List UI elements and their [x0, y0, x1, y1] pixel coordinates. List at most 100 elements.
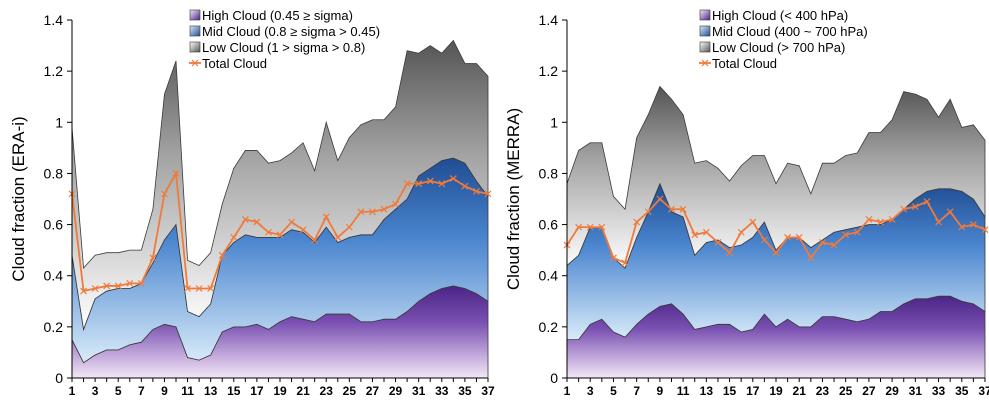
total-cloud-marker	[679, 205, 687, 213]
legend: High Cloud (0.45 ≥ sigma)Mid Cloud (0.8 …	[189, 8, 380, 71]
total-cloud-marker	[784, 233, 792, 241]
x-tick-label: 23	[816, 384, 830, 398]
y-tick-label: 0.8	[44, 165, 64, 181]
total-cloud-marker	[230, 233, 238, 241]
total-cloud-marker	[288, 218, 295, 226]
total-cloud-marker	[760, 236, 768, 244]
total-cloud-marker	[241, 216, 249, 223]
legend-swatch	[189, 25, 201, 37]
x-tick-label: 11	[181, 384, 194, 398]
x-tick-label: 27	[366, 384, 380, 398]
y-axis-title: Cloud fraction (MERRA)	[504, 108, 523, 290]
total-cloud-marker	[392, 200, 399, 208]
x-tick-label: 1	[69, 384, 76, 398]
x-tick-label: 15	[723, 384, 737, 398]
x-tick-label: 29	[885, 384, 899, 398]
chart-panel-merra: 00.20.40.60.811.21.41 3 5 7 9 11 13 15 17 19 21 23 2…	[504, 8, 989, 398]
x-tick-label: 5	[115, 384, 122, 398]
x-tick-label: 9	[657, 384, 664, 398]
total-cloud-marker	[449, 175, 457, 182]
legend-entry: Low Cloud (1 > sigma > 0.8)	[202, 40, 365, 55]
total-cloud-marker	[726, 249, 733, 257]
total-cloud-marker	[737, 228, 745, 236]
legend-entry: Total Cloud	[202, 56, 267, 71]
total-cloud-marker	[299, 226, 307, 234]
y-tick-label: 1.2	[44, 63, 64, 79]
total-cloud-marker	[702, 228, 710, 236]
total-cloud-marker	[276, 231, 284, 239]
total-cloud-marker	[668, 205, 675, 213]
legend-entry: High Cloud (< 400 hPa)	[712, 8, 848, 23]
legend-entry: High Cloud (0.45 ≥ sigma)	[202, 8, 353, 23]
total-cloud-marker	[380, 205, 388, 213]
area-low-cloud	[71, 39, 489, 331]
legend: High Cloud (< 400 hPa)Mid Cloud (400 ~ 7…	[699, 8, 868, 71]
x-tick-label: 33	[435, 384, 449, 398]
total-cloud-marker	[946, 208, 954, 216]
total-cloud-marker	[91, 285, 99, 292]
y-tick-label: 0.2	[539, 319, 559, 335]
total-cloud-marker	[714, 239, 722, 246]
x-tick-label: 35	[955, 384, 969, 398]
total-cloud-marker	[819, 239, 826, 246]
x-tick-label: 5	[610, 384, 617, 398]
x-tick-label: 31	[412, 384, 426, 398]
legend-entry: Mid Cloud (400 ~ 700 hPa)	[712, 24, 868, 39]
x-tick-label: 19	[769, 384, 783, 398]
y-axis-title: Cloud fraction (ERA-i)	[9, 116, 28, 281]
total-cloud-marker	[484, 190, 492, 198]
total-cloud-marker	[807, 254, 815, 262]
total-cloud-marker	[126, 279, 134, 287]
x-tick-label: 27	[862, 384, 876, 398]
x-tick-label: 17	[250, 384, 264, 398]
total-cloud-marker	[345, 223, 353, 231]
legend-entry: Low Cloud (> 700 hPa)	[712, 40, 845, 55]
y-tick-label: 1.4	[539, 12, 559, 28]
total-cloud-marker	[691, 231, 699, 239]
x-tick-label: 31	[909, 384, 923, 398]
total-cloud-marker	[621, 259, 629, 267]
x-tick-label: 33	[932, 384, 946, 398]
total-cloud-marker	[749, 218, 757, 226]
total-cloud-marker	[114, 282, 122, 290]
y-tick-label: 0.6	[44, 217, 64, 233]
legend-swatch	[699, 9, 711, 21]
total-cloud-marker	[265, 228, 272, 236]
y-tick-label: 0	[55, 370, 63, 386]
total-cloud-marker	[575, 223, 583, 231]
y-tick-label: 1	[550, 114, 558, 130]
chart-panel-era-interim: 00.20.40.60.811.21.41 3 5 7 9 11 13 15 17 19 21 23 2…	[9, 8, 495, 398]
total-cloud-marker	[473, 187, 480, 195]
x-tick-label: 11	[677, 384, 690, 398]
total-cloud-marker	[610, 254, 617, 262]
x-tick-label: 21	[793, 384, 807, 398]
total-cloud-marker	[195, 285, 203, 292]
total-cloud-marker	[911, 203, 919, 211]
x-tick-label: 25	[343, 384, 357, 398]
total-cloud-marker	[633, 218, 641, 226]
x-tick-label: 9	[161, 384, 168, 398]
x-tick-label: 13	[204, 384, 218, 398]
y-tick-label: 0	[550, 370, 558, 386]
x-tick-label: 23	[320, 384, 334, 398]
total-cloud-marker	[207, 285, 215, 292]
x-tick-label: 17	[746, 384, 760, 398]
y-tick-label: 1	[55, 114, 63, 130]
legend-swatch	[699, 25, 711, 37]
y-tick-label: 0.4	[44, 268, 64, 284]
total-cloud-marker	[103, 282, 111, 290]
x-tick-label: 29	[389, 384, 403, 398]
total-cloud-marker	[644, 208, 652, 216]
total-cloud-marker	[403, 180, 411, 188]
total-cloud-marker	[958, 223, 966, 231]
total-cloud-marker	[656, 195, 664, 203]
x-tick-label: 19	[273, 384, 287, 398]
total-cloud-marker	[322, 213, 330, 221]
total-cloud-marker	[334, 233, 342, 241]
x-tick-label: 13	[700, 384, 714, 398]
total-cloud-marker	[415, 180, 423, 188]
total-cloud-marker	[426, 177, 434, 185]
total-cloud-marker	[888, 216, 896, 223]
total-cloud-marker	[981, 226, 989, 234]
